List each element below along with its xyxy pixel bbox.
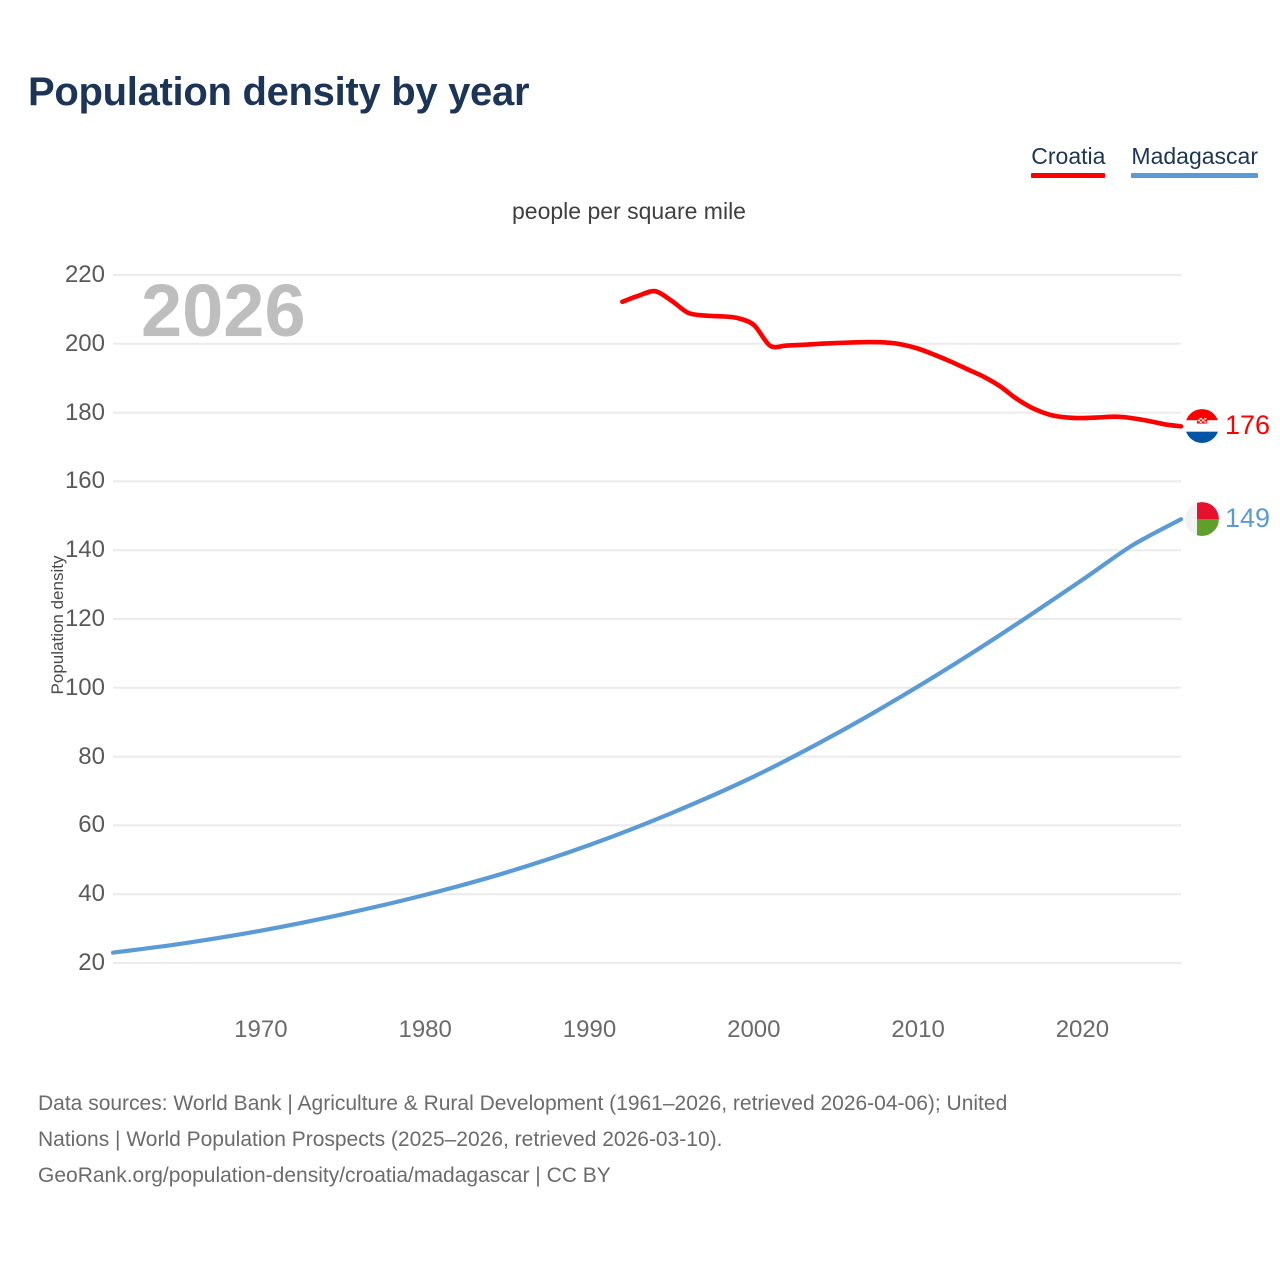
y-axis-ticks: 20 40 60 80 100 120 140 160 180 200 220 — [35, 0, 105, 1060]
y-tick-label: 100 — [64, 673, 105, 701]
page-title: Population density by year — [28, 70, 530, 114]
madagascar-flag-icon — [1185, 502, 1219, 537]
legend: Croatia Madagascar — [1031, 143, 1258, 178]
y-tick-label: 160 — [64, 467, 105, 495]
series-lines — [110, 288, 1184, 955]
legend-color-rule-madagascar — [1131, 173, 1258, 178]
legend-label-croatia: Croatia — [1031, 143, 1106, 169]
series-line-croatia — [620, 288, 1184, 429]
y-tick-label: 220 — [64, 261, 105, 288]
legend-item-madagascar[interactable]: Madagascar — [1131, 143, 1258, 178]
x-tick-label: 1980 — [398, 1016, 452, 1043]
y-tick-label: 120 — [64, 605, 105, 632]
x-tick-label: 2000 — [727, 1016, 781, 1043]
y-tick-label: 40 — [78, 880, 105, 908]
chart-subtitle: people per square mile — [512, 198, 746, 224]
y-tick-label: 60 — [78, 811, 105, 839]
x-tick-label: 1990 — [562, 1016, 617, 1043]
legend-color-rule-croatia — [1031, 173, 1106, 178]
legend-label-madagascar: Madagascar — [1131, 143, 1258, 169]
x-tick-label: 1970 — [234, 1016, 288, 1043]
x-tick-label: 2010 — [891, 1016, 945, 1043]
footer-sources: Data sources: World Bank | Agriculture &… — [38, 1086, 1268, 1194]
series-line-madagascar — [110, 517, 1184, 955]
madagascar-end-value: 149 — [1225, 503, 1271, 534]
croatia-end-value: 176 — [1225, 410, 1271, 441]
y-tick-label: 20 — [78, 949, 105, 976]
x-tick-label: 2020 — [1055, 1016, 1110, 1043]
y-tick-label: 180 — [64, 398, 105, 426]
croatia-flag-icon — [1185, 409, 1219, 444]
gridlines — [113, 274, 1181, 964]
footer-line-3: GeoRank.org/population-density/croatia/m… — [38, 1164, 611, 1187]
footer-line-2: Nations | World Population Prospects (20… — [38, 1128, 723, 1151]
plot-area — [110, 274, 1184, 964]
x-axis-ticks: 1970 1980 1990 2000 2010 2020 — [0, 1018, 1280, 1058]
footer-line-1: Data sources: World Bank | Agriculture &… — [38, 1092, 1008, 1115]
y-tick-label: 80 — [78, 742, 105, 770]
y-tick-label: 140 — [64, 536, 105, 564]
y-tick-label: 200 — [64, 329, 105, 357]
legend-item-croatia[interactable]: Croatia — [1031, 143, 1106, 178]
